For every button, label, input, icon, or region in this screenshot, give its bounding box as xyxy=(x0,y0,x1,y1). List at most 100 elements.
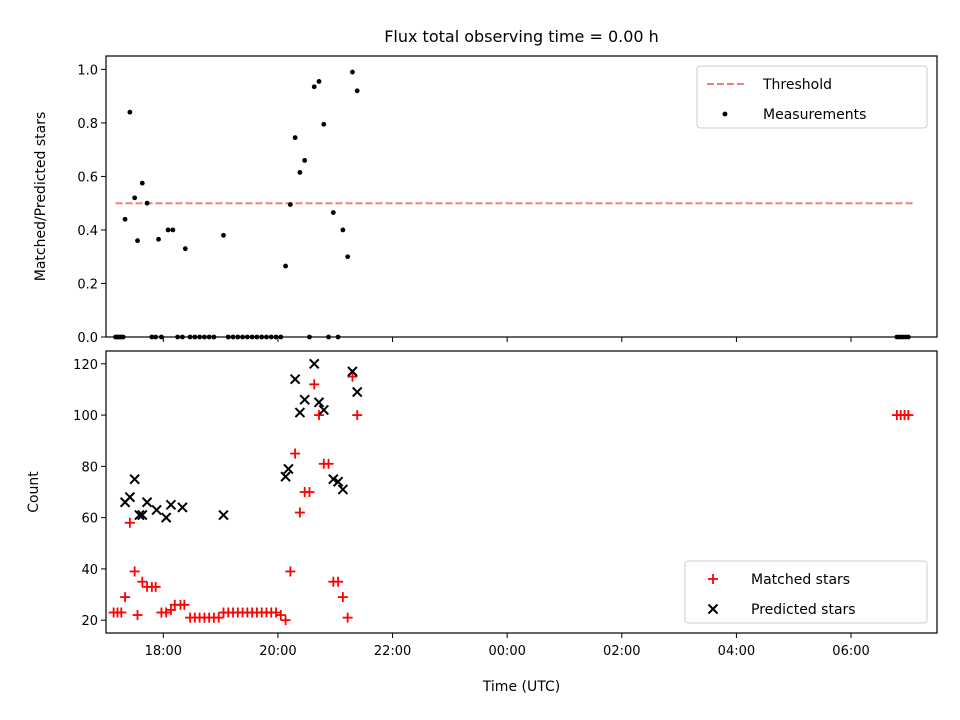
data-point-predicted-stars xyxy=(309,358,320,370)
data-point-matched-stars xyxy=(280,615,291,626)
data-point-measurements xyxy=(311,84,317,90)
data-point-matched-stars xyxy=(337,592,348,603)
legend-swatch-predicted-stars xyxy=(707,603,719,615)
data-point-measurements xyxy=(340,227,346,233)
y-tick-label-ratio: 0.0 xyxy=(77,331,98,346)
data-point-predicted-stars xyxy=(129,473,140,485)
data-point-measurements xyxy=(170,227,176,233)
data-point-measurements xyxy=(221,232,226,238)
y-tick-label-ratio: 0.2 xyxy=(77,277,98,292)
data-point-predicted-stars xyxy=(347,366,358,377)
x-tick-label-count: 02:00 xyxy=(603,644,640,659)
data-point-matched-stars xyxy=(294,507,305,518)
data-point-matched-stars xyxy=(290,448,301,459)
data-point-measurements xyxy=(122,216,128,222)
data-point-measurements xyxy=(249,334,255,340)
y-tick-label-ratio: 0.6 xyxy=(77,170,98,185)
data-point-predicted-stars xyxy=(318,404,329,416)
data-point-measurements xyxy=(283,263,288,269)
y-tick-label-ratio: 0.8 xyxy=(77,117,98,132)
data-point-predicted-stars xyxy=(294,407,306,418)
legend-ratio: Threshold Measurements xyxy=(696,65,928,129)
data-point-measurements xyxy=(156,236,161,242)
data-point-measurements xyxy=(132,195,138,201)
data-point-measurements xyxy=(192,334,198,340)
data-point-measurements xyxy=(206,334,212,340)
data-point-measurements xyxy=(316,79,322,84)
data-point-matched-stars xyxy=(165,604,176,615)
data-point-measurements xyxy=(302,157,308,163)
data-point-matched-stars xyxy=(179,599,190,610)
data-point-matched-stars xyxy=(347,371,358,382)
data-point-measurements xyxy=(159,334,164,340)
data-point-measurements xyxy=(187,334,193,340)
legend-label-measurements: Measurements xyxy=(763,107,866,123)
data-point-measurements xyxy=(330,210,336,215)
data-point-predicted-stars xyxy=(124,491,136,503)
data-point-predicted-stars xyxy=(289,373,301,385)
data-point-measurements xyxy=(180,334,185,340)
data-point-measurements xyxy=(240,334,245,340)
data-point-measurements xyxy=(268,334,274,340)
figure-title: Flux total observing time = 0.00 h xyxy=(384,27,659,46)
data-point-measurements xyxy=(244,334,250,340)
y-axis-label-ratio: Matched/Predicted stars xyxy=(33,112,49,282)
legend-label-threshold: Threshold xyxy=(762,77,832,93)
data-point-predicted-stars xyxy=(218,509,229,521)
data-point-matched-stars xyxy=(304,487,315,497)
x-tick-label-count: 22:00 xyxy=(374,644,411,659)
legend-frame xyxy=(684,560,928,624)
y-tick-label-count: 40 xyxy=(81,563,98,578)
data-point-measurements xyxy=(153,334,159,340)
data-point-measurements xyxy=(259,334,265,340)
data-point-measurements xyxy=(127,109,133,115)
legend-swatch-matched-stars xyxy=(708,574,718,584)
data-point-measurements xyxy=(182,246,188,252)
y-axis-label-count: Count xyxy=(26,471,42,513)
x-tick-label-count: 20:00 xyxy=(259,644,296,659)
legend-label-predicted-stars: Predicted stars xyxy=(751,602,856,618)
legend-label-matched-stars: Matched stars xyxy=(751,572,850,588)
data-point-matched-stars xyxy=(342,612,353,623)
data-point-measurements xyxy=(321,121,327,127)
data-point-predicted-stars xyxy=(332,476,344,487)
data-point-measurements xyxy=(165,227,171,233)
y-tick-label-count: 80 xyxy=(81,460,98,475)
data-point-measurements xyxy=(292,135,298,141)
data-point-matched-stars xyxy=(314,410,325,421)
data-point-matched-stars xyxy=(137,576,148,587)
data-point-measurements xyxy=(307,334,312,340)
legend-count: Matched stars Predicted stars xyxy=(684,560,928,624)
data-point-measurements xyxy=(235,334,241,340)
data-point-measurements xyxy=(135,238,140,244)
data-point-predicted-stars xyxy=(137,509,148,521)
y-tick-label-count: 20 xyxy=(81,614,98,629)
x-tick-label-count: 06:00 xyxy=(832,644,869,659)
data-point-measurements xyxy=(278,334,284,340)
data-point-matched-stars xyxy=(285,566,296,577)
data-point-predicted-stars xyxy=(352,386,363,398)
data-point-measurements xyxy=(354,88,360,94)
data-point-measurements xyxy=(254,334,260,340)
panel-ratio: 0.0 0.2 0.4 0.6 0.8 1.0 Matched/Predicted star… xyxy=(33,55,938,346)
data-point-measurements xyxy=(201,334,207,340)
data-point-predicted-stars xyxy=(283,463,294,475)
data-point-measurements xyxy=(345,254,351,260)
x-tick-label-count: 00:00 xyxy=(488,644,525,659)
data-point-measurements xyxy=(326,334,331,340)
data-point-matched-stars xyxy=(120,592,131,603)
data-point-measurements xyxy=(905,334,911,340)
data-point-matched-stars xyxy=(129,566,140,577)
data-point-measurements xyxy=(230,334,236,340)
data-point-matched-stars xyxy=(213,612,224,623)
data-point-predicted-stars xyxy=(177,502,188,513)
data-point-matched-stars xyxy=(124,517,135,528)
x-axis-label: Time (UTC) xyxy=(482,679,560,695)
y-tick-label-ratio: 1.0 xyxy=(77,63,98,78)
data-point-predicted-stars xyxy=(141,497,153,508)
legend-swatch-measurements xyxy=(722,111,728,117)
y-tick-label-count: 100 xyxy=(73,409,98,424)
x-tick-label-count: 04:00 xyxy=(718,644,755,659)
data-point-measurements xyxy=(144,200,150,206)
